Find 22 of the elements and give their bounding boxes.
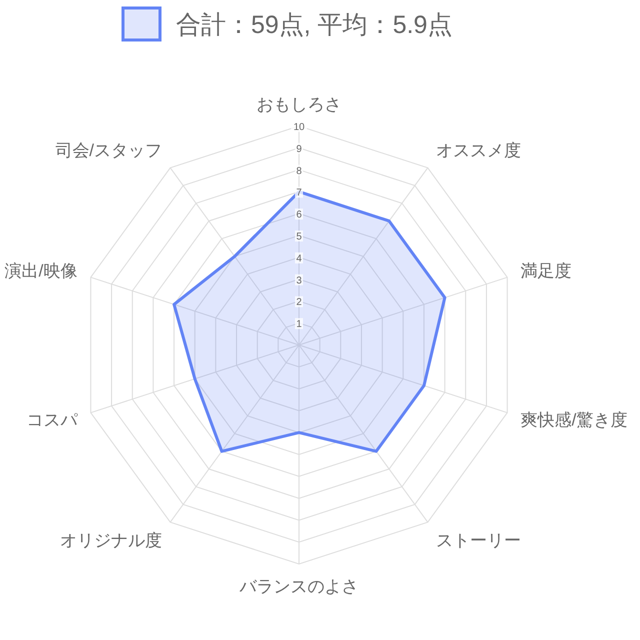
- spoke-label: 演出/映像: [4, 262, 78, 281]
- spoke-label: 爽快感/驚き度: [520, 410, 628, 430]
- y-tick-label: 7: [296, 188, 302, 199]
- y-tick-label: 9: [296, 144, 302, 155]
- y-tick-label: 1: [296, 319, 302, 330]
- y-tick-label: 5: [296, 232, 302, 242]
- spoke-label: オリジナル度: [60, 530, 162, 550]
- legend: 合計：59点, 平均：5.9点: [122, 6, 452, 42]
- spoke-label: 司会/スタッフ: [55, 141, 162, 160]
- y-tick-label: 6: [296, 210, 302, 221]
- y-tick-label: 8: [296, 166, 302, 177]
- y-tick-label: 2: [296, 297, 302, 308]
- legend-label: 合計：59点, 平均：5.9点: [176, 11, 452, 39]
- y-tick-label: 4: [296, 253, 302, 264]
- y-tick-label: 3: [296, 275, 302, 286]
- spoke-label: コスパ: [26, 410, 78, 430]
- spoke-label: おもしろさ: [256, 95, 342, 114]
- spoke-label: ストーリー: [436, 530, 521, 550]
- spoke-label: オススメ度: [436, 141, 521, 160]
- spoke-label: バランスのよさ: [238, 577, 358, 596]
- y-tick-label: 10: [293, 122, 305, 133]
- spoke-label: 満足度: [520, 262, 572, 281]
